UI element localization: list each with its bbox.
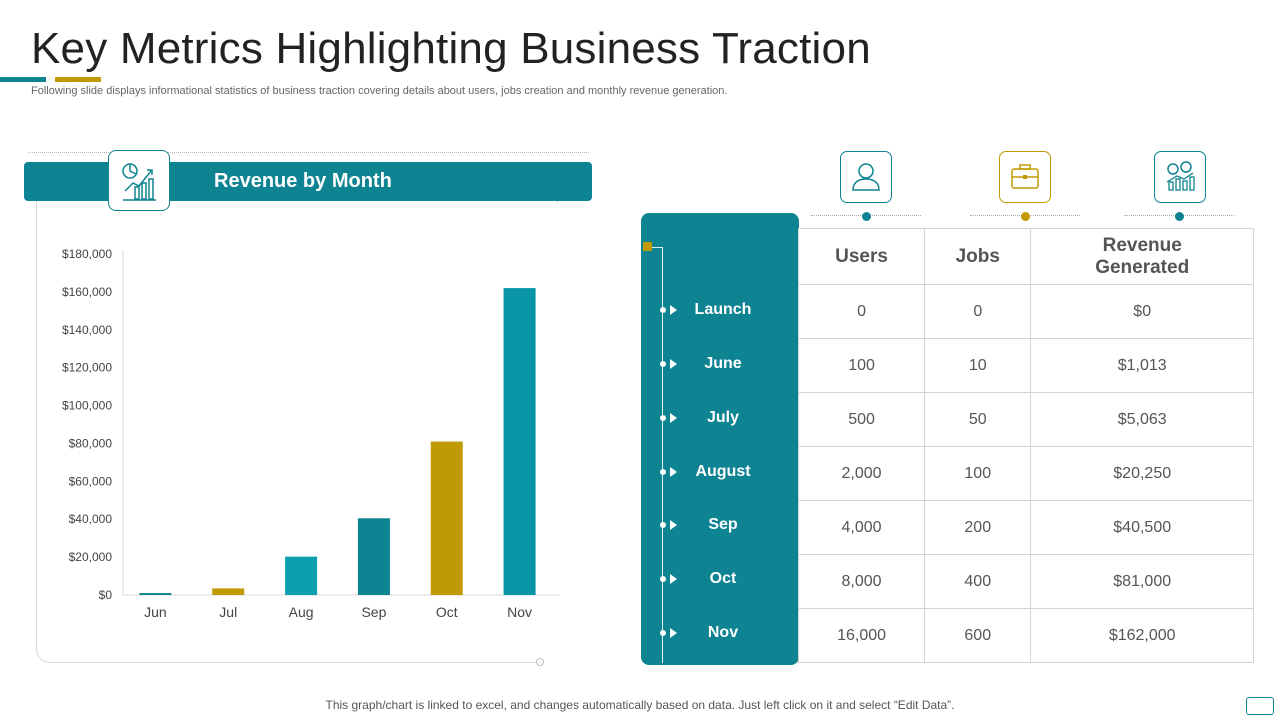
cell-users: 16,000 (797, 608, 926, 663)
revenue-icon (1154, 151, 1206, 203)
cell-jobs: 50 (924, 392, 1032, 447)
y-tick-label: $60,000 (69, 474, 113, 488)
cell-revenue: $0 (1030, 284, 1254, 339)
cell-jobs: 400 (924, 554, 1032, 609)
cell-revenue: $162,000 (1030, 608, 1254, 663)
chart-frame-end-dot (536, 658, 544, 666)
bullet-dot (660, 361, 666, 367)
table-row: 4,000 200 $40,500 (797, 500, 1254, 555)
page-title: Key Metrics Highlighting Business Tracti… (31, 24, 871, 73)
user-icon (840, 151, 892, 203)
jobs-dot (1021, 212, 1030, 221)
milestone-label: Launch (660, 301, 790, 321)
table-row: 500 50 $5,063 (797, 392, 1254, 447)
slide-nav-button[interactable] (1246, 697, 1274, 715)
cell-users: 100 (797, 338, 926, 393)
cell-jobs: 600 (924, 608, 1032, 663)
cell-jobs: 0 (924, 284, 1032, 339)
milestone-label: Nov (660, 624, 790, 644)
bar-jun (139, 593, 172, 595)
cell-revenue: $1,013 (1030, 338, 1254, 393)
metrics-table: Users Jobs Revenue Generated 0 0 $0 100 1… (797, 228, 1254, 663)
cell-revenue: $5,063 (1030, 392, 1254, 447)
bar-sep (357, 518, 390, 595)
play-arrow-icon (670, 359, 677, 369)
title-accent-teal (0, 77, 46, 82)
table-header-row: Users Jobs Revenue Generated (797, 228, 1254, 285)
x-tick-label: Jun (144, 604, 167, 620)
chart-panel-dotted-rule (28, 152, 589, 159)
cell-jobs: 200 (924, 500, 1032, 555)
milestone-label: Oct (660, 570, 790, 590)
y-tick-label: $20,000 (69, 550, 113, 564)
play-arrow-icon (670, 574, 677, 584)
users-dot (862, 212, 871, 221)
header-revenue: Revenue Generated (1030, 228, 1254, 285)
revenue-dot (1175, 212, 1184, 221)
table-row: 0 0 $0 (797, 284, 1254, 339)
bullet-dot (660, 522, 666, 528)
milestone-timeline-top (648, 247, 662, 248)
growth-chart-icon (108, 150, 170, 211)
cell-users: 8,000 (797, 554, 926, 609)
play-arrow-icon (670, 520, 677, 530)
page-subtitle: Following slide displays informational s… (31, 85, 728, 97)
bullet-dot (660, 576, 666, 582)
cell-jobs: 100 (924, 446, 1032, 501)
chart-frame (36, 196, 540, 663)
x-tick-label: Jul (219, 604, 237, 620)
y-tick-label: $40,000 (69, 512, 113, 526)
bullet-dot (660, 630, 666, 636)
header-jobs: Jobs (924, 228, 1032, 285)
table-row: 100 10 $1,013 (797, 338, 1254, 393)
y-tick-label: $0 (99, 588, 113, 602)
milestone-label: August (660, 463, 790, 483)
cell-jobs: 10 (924, 338, 1032, 393)
milestone-panel (641, 213, 799, 665)
table-row: 16,000 600 $162,000 (797, 608, 1254, 663)
briefcase-icon (999, 151, 1051, 203)
title-accent-gold (55, 77, 101, 82)
bullet-dot (660, 469, 666, 475)
bar-nov (503, 288, 536, 595)
y-tick-label: $140,000 (62, 323, 112, 337)
milestone-label: June (660, 355, 790, 375)
milestone-label: Sep (660, 516, 790, 536)
header-users: Users (797, 228, 926, 285)
cell-users: 4,000 (797, 500, 926, 555)
bar-jul (212, 588, 245, 595)
x-tick-label: Nov (507, 604, 532, 620)
cell-users: 2,000 (797, 446, 926, 501)
table-row: 2,000 100 $20,250 (797, 446, 1254, 501)
cell-users: 500 (797, 392, 926, 447)
x-tick-label: Oct (436, 604, 458, 620)
table-row: 8,000 400 $81,000 (797, 554, 1254, 609)
milestone-label: July (660, 409, 790, 429)
y-tick-label: $120,000 (62, 361, 112, 375)
bullet-dot (660, 415, 666, 421)
bullet-dot (660, 307, 666, 313)
cell-revenue: $40,500 (1030, 500, 1254, 555)
y-tick-label: $180,000 (62, 247, 112, 261)
milestone-timeline (662, 247, 663, 663)
x-tick-label: Aug (289, 604, 314, 620)
y-tick-label: $80,000 (69, 436, 113, 450)
cell-users: 0 (797, 284, 926, 339)
cell-revenue: $81,000 (1030, 554, 1254, 609)
cell-revenue: $20,250 (1030, 446, 1254, 501)
y-tick-label: $160,000 (62, 285, 112, 299)
bar-aug (285, 556, 318, 595)
play-arrow-icon (670, 467, 677, 477)
play-arrow-icon (670, 413, 677, 423)
x-tick-label: Sep (361, 604, 386, 620)
y-tick-label: $100,000 (62, 399, 112, 413)
chart-title: Revenue by Month (214, 170, 392, 192)
play-arrow-icon (670, 305, 677, 315)
milestone-marker (643, 242, 652, 251)
play-arrow-icon (670, 628, 677, 638)
footer-note: This graph/chart is linked to excel, and… (325, 698, 955, 712)
bar-oct (430, 441, 463, 595)
